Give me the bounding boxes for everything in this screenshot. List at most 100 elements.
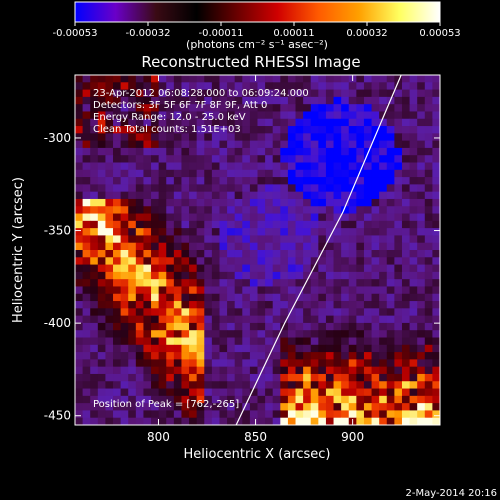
flux-pixel [234, 264, 243, 273]
flux-pixel [234, 206, 243, 214]
flux-pixel [120, 264, 129, 273]
flux-pixel [173, 352, 182, 360]
flux-pixel [424, 228, 433, 236]
flux-pixel [181, 359, 190, 368]
flux-pixel [287, 140, 296, 149]
flux-pixel [272, 250, 281, 258]
flux-pixel [82, 213, 91, 222]
flux-pixel [196, 315, 205, 324]
flux-pixel [341, 184, 350, 193]
flux-pixel [401, 162, 410, 171]
flux-pixel [173, 220, 182, 229]
flux-pixel [120, 96, 129, 105]
flux-pixel [158, 242, 167, 251]
flux-pixel [333, 286, 342, 295]
flux-pixel [295, 89, 304, 98]
flux-pixel [371, 403, 380, 411]
flux-pixel [333, 359, 342, 368]
flux-pixel [204, 381, 213, 389]
flux-pixel [325, 89, 334, 98]
flux-pixel [242, 257, 251, 265]
flux-pixel [113, 147, 122, 156]
flux-pixel [196, 388, 205, 397]
flux-pixel [143, 279, 152, 287]
flux-pixel [379, 242, 388, 251]
flux-pixel [310, 75, 319, 83]
flux-pixel [143, 403, 152, 411]
flux-pixel [234, 89, 243, 98]
flux-pixel [181, 257, 190, 265]
flux-pixel [363, 96, 372, 105]
flux-pixel [158, 75, 167, 83]
flux-pixel [272, 198, 281, 207]
flux-pixel [409, 373, 418, 382]
flux-pixel [417, 352, 426, 360]
flux-pixel [356, 169, 365, 178]
flux-pixel [204, 388, 213, 397]
flux-pixel [287, 403, 296, 411]
flux-pixel [120, 257, 129, 265]
flux-pixel [379, 111, 388, 120]
flux-pixel [379, 104, 388, 112]
flux-pixel [363, 133, 372, 142]
flux-pixel [211, 352, 220, 360]
flux-pixel [386, 330, 395, 338]
flux-pixel [166, 111, 175, 120]
flux-pixel [158, 293, 167, 302]
flux-pixel [409, 315, 418, 324]
flux-pixel [90, 140, 99, 149]
flux-pixel [379, 198, 388, 207]
flux-pixel [379, 213, 388, 222]
flux-pixel [189, 271, 198, 280]
x-axis-label: Heliocentric X (arcsec) [184, 447, 331, 462]
flux-pixel [249, 293, 258, 302]
flux-pixel [82, 271, 91, 280]
flux-pixel [75, 118, 84, 127]
flux-pixel [242, 264, 251, 273]
flux-pixel [242, 417, 251, 425]
flux-pixel [417, 198, 426, 207]
flux-pixel [97, 315, 106, 324]
flux-pixel [318, 169, 327, 178]
flux-pixel [333, 271, 342, 280]
flux-pixel [82, 264, 91, 273]
flux-pixel [227, 169, 236, 178]
flux-pixel [287, 177, 296, 185]
flux-pixel [432, 162, 440, 171]
flux-pixel [97, 359, 106, 368]
flux-pixel [173, 104, 182, 112]
flux-pixel [341, 352, 350, 360]
flux-pixel [211, 308, 220, 317]
flux-pixel [75, 381, 84, 389]
flux-pixel [181, 118, 190, 127]
flux-pixel [249, 257, 258, 265]
flux-pixel [90, 417, 99, 425]
flux-pixel [227, 293, 236, 302]
flux-pixel [211, 220, 220, 229]
flux-pixel [181, 352, 190, 360]
flux-pixel [151, 381, 160, 389]
flux-pixel [401, 235, 410, 244]
flux-pixel [371, 271, 380, 280]
flux-pixel [401, 373, 410, 382]
flux-pixel [371, 75, 380, 83]
flux-pixel [432, 82, 440, 90]
flux-pixel [196, 330, 205, 338]
flux-pixel [265, 322, 274, 331]
flux-pixel [189, 147, 198, 156]
flux-pixel [196, 184, 205, 193]
flux-pixel [97, 286, 106, 295]
flux-pixel [257, 337, 266, 346]
flux-pixel [318, 257, 327, 265]
flux-pixel [166, 198, 175, 207]
flux-pixel [318, 352, 327, 360]
flux-pixel [105, 82, 114, 90]
flux-pixel [166, 373, 175, 382]
flux-pixel [143, 82, 152, 90]
flux-pixel [379, 403, 388, 411]
flux-pixel [280, 359, 289, 368]
flux-pixel [173, 373, 182, 382]
flux-pixel [295, 293, 304, 302]
flux-pixel [113, 235, 122, 244]
flux-pixel [272, 388, 281, 397]
